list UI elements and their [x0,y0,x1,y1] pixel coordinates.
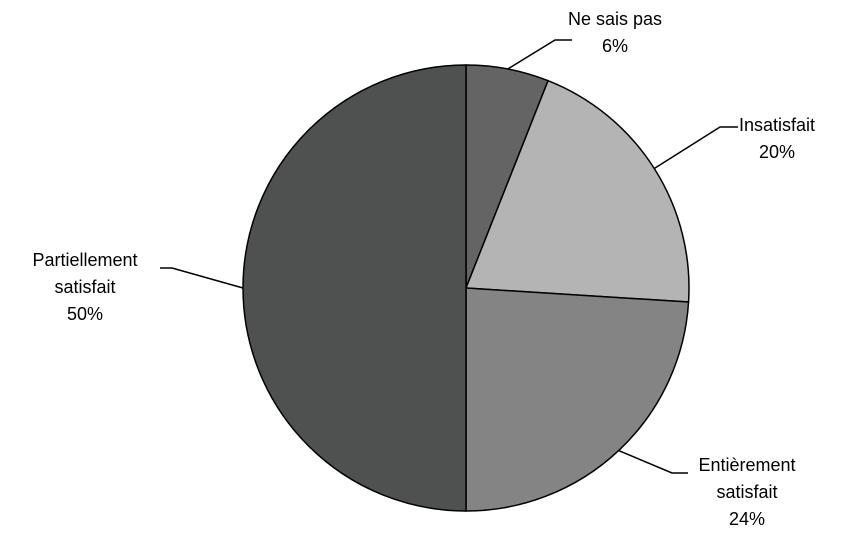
value-label: 24% [728,509,766,529]
slice-label: Ne sais pas 6% [545,6,685,60]
category-label: Partiellement satisfait [32,250,138,297]
pie-slice [465,287,690,512]
leader-line [160,267,244,289]
slice-label: Insatisfait 20% [722,112,832,166]
category-label: Ne sais pas [567,9,663,29]
slice-label: Partiellement satisfait 50% [0,247,170,328]
pie-slice [464,79,690,303]
value-label: 6% [601,36,628,56]
pie-slice [242,64,467,512]
category-label: Insatisfait [738,115,816,135]
slice-label: Entièrement satisfait 24% [672,452,822,533]
value-label: 20% [758,142,796,162]
leader-line [653,126,738,170]
leader-line [618,449,688,474]
value-label: 50% [66,304,104,324]
leader-line [507,39,572,70]
category-label: Entièrement satisfait [698,455,796,502]
